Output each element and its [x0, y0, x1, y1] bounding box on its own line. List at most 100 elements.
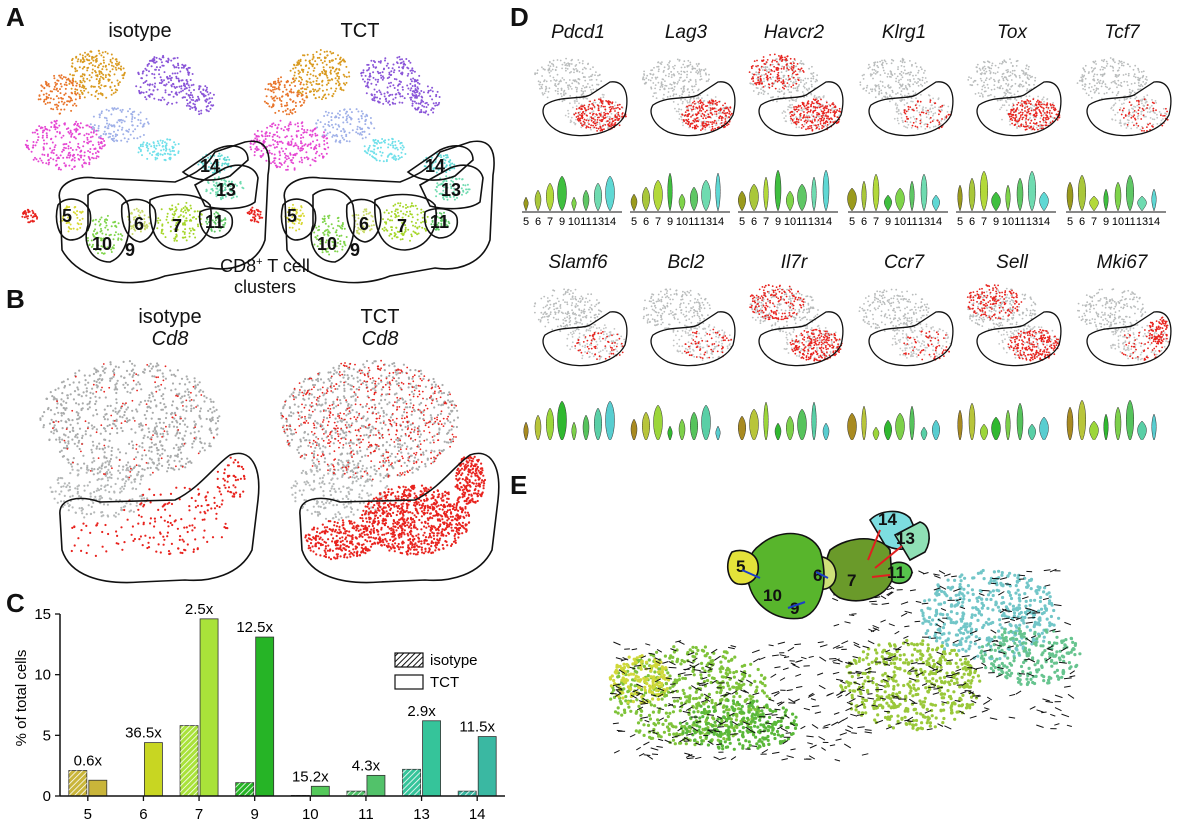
scatter-point — [103, 418, 106, 421]
scatter-point — [335, 82, 338, 85]
scatter-point — [95, 78, 98, 81]
scatter-point — [387, 138, 390, 141]
scatter-point — [121, 468, 124, 471]
scatter-point — [418, 430, 421, 433]
scatter-point — [50, 151, 53, 154]
scatter-point — [318, 96, 321, 99]
scatter-point — [148, 457, 151, 460]
scatter-point — [435, 185, 438, 188]
scatter-point — [215, 408, 218, 411]
scatter-point — [180, 87, 183, 90]
cluster-label-10: 10 — [92, 234, 112, 254]
scatter-point — [199, 389, 202, 392]
scatter-point — [402, 401, 405, 404]
scatter-point — [340, 130, 343, 133]
panel-a-tsne: 5 10 6 9 7 11 13 14 5 10 6 9 7 11 13 14 — [21, 49, 495, 284]
scatter-point — [82, 79, 85, 82]
scatter-point — [139, 223, 142, 226]
scatter-point — [137, 470, 140, 474]
scatter-point — [171, 204, 174, 207]
scatter-point — [327, 93, 330, 96]
scatter-point — [311, 58, 314, 61]
scatter-point — [170, 85, 173, 88]
scatter-point — [171, 416, 174, 419]
scatter-point — [157, 417, 160, 421]
scatter-point — [135, 504, 138, 507]
scatter-point — [442, 189, 445, 192]
scatter-point — [157, 221, 160, 224]
scatter-point — [332, 366, 335, 369]
scatter-point — [417, 107, 420, 110]
scatter-point — [443, 422, 446, 425]
scatter-point — [68, 430, 72, 433]
scatter-point — [72, 461, 74, 464]
scatter-point — [155, 430, 158, 433]
scatter-point — [102, 133, 105, 135]
scatter-point — [273, 162, 276, 165]
scatter-point — [73, 128, 76, 131]
scatter-point — [114, 231, 117, 234]
scatter-point — [364, 136, 367, 139]
scatter-point — [168, 425, 171, 428]
scatter-point — [121, 548, 124, 551]
scatter-point — [84, 420, 87, 423]
scatter-point — [425, 110, 428, 113]
scatter-point — [347, 459, 350, 462]
scatter-point — [334, 77, 337, 80]
scatter-point — [94, 495, 97, 498]
scatter-point — [274, 157, 277, 160]
scatter-point — [351, 422, 354, 425]
scatter-point — [96, 413, 99, 416]
scatter-point — [339, 86, 342, 89]
cd8-cluster-annotation: CD8+ T cell clusters — [220, 256, 310, 297]
scatter-point — [238, 465, 241, 468]
scatter-point — [335, 245, 338, 248]
scatter-point — [133, 364, 136, 367]
scatter-point — [327, 79, 330, 82]
scatter-point — [209, 418, 212, 422]
scatter-point — [283, 428, 286, 431]
scatter-point — [299, 137, 302, 139]
scatter-point — [109, 135, 111, 138]
scatter-point — [182, 215, 185, 218]
scatter-point — [372, 379, 375, 382]
scatter-point — [114, 515, 117, 518]
scatter-point — [57, 101, 60, 104]
scatter-point — [318, 56, 321, 59]
scatter-point — [163, 98, 166, 101]
scatter-point — [418, 111, 421, 114]
scatter-point — [136, 389, 139, 392]
scatter-point — [274, 82, 277, 85]
scatter-point — [331, 59, 333, 62]
scatter-point — [207, 166, 210, 168]
scatter-point — [103, 371, 106, 374]
scatter-point — [93, 468, 96, 471]
scatter-point — [78, 416, 81, 419]
scatter-point — [304, 377, 307, 381]
scatter-point — [173, 239, 176, 242]
scatter-point — [174, 218, 176, 221]
scatter-point — [109, 361, 112, 364]
scatter-point — [192, 102, 195, 105]
scatter-point — [75, 93, 78, 96]
scatter-point — [67, 100, 70, 103]
scatter-point — [206, 218, 209, 221]
scatter-point — [411, 471, 414, 474]
scatter-point — [368, 133, 371, 136]
scatter-point — [86, 403, 89, 406]
scatter-point — [196, 210, 199, 213]
scatter-point — [292, 209, 295, 212]
scatter-point — [212, 226, 215, 229]
scatter-point — [156, 219, 159, 222]
scatter-point — [87, 544, 90, 547]
scatter-point — [106, 246, 109, 249]
scatter-point — [90, 76, 93, 79]
scatter-point — [365, 85, 367, 88]
scatter-point — [159, 401, 162, 405]
scatter-point — [332, 400, 335, 403]
scatter-point — [129, 465, 132, 468]
scatter-point — [112, 238, 115, 241]
scatter-point — [376, 96, 378, 99]
scatter-point — [73, 102, 76, 105]
scatter-point — [74, 68, 77, 70]
